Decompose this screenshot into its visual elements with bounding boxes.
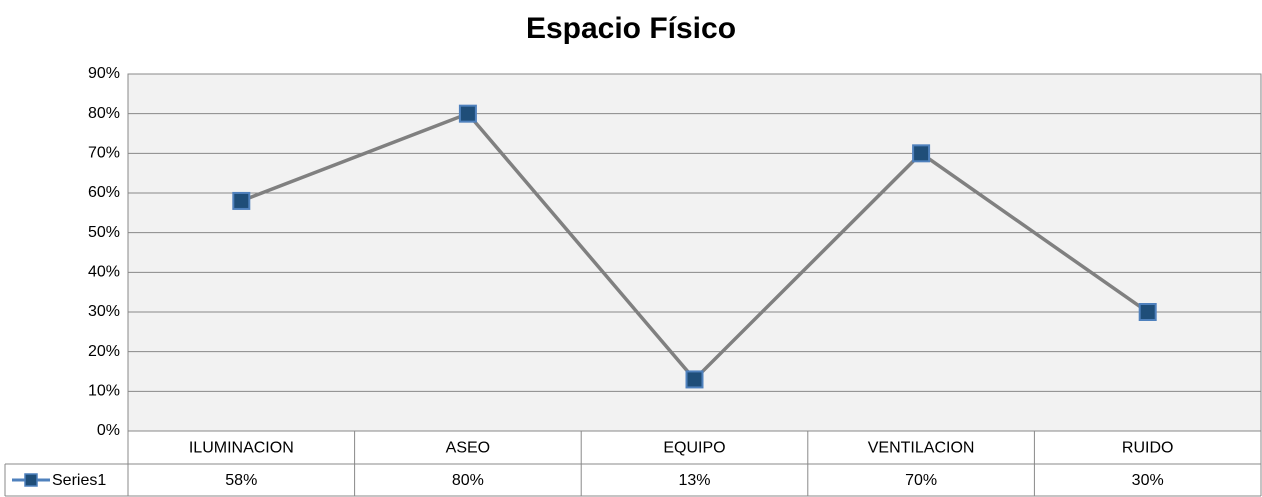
x-tick-label: ILUMINACION (189, 440, 294, 457)
y-tick-label: 0% (97, 422, 120, 439)
marker (685, 370, 704, 389)
legend-label: Series1 (52, 472, 106, 489)
y-tick-label: 70% (88, 145, 120, 162)
table-value: 30% (1132, 472, 1164, 489)
x-tick-label: VENTILACION (868, 440, 975, 457)
table-value: 58% (225, 472, 257, 489)
y-tick-label: 90% (88, 65, 120, 82)
x-tick-label: EQUIPO (663, 440, 725, 457)
table-value: 13% (678, 472, 710, 489)
chart-title: Espacio Físico (526, 12, 736, 45)
table-value: 70% (905, 472, 937, 489)
y-tick-label: 30% (88, 303, 120, 320)
x-tick-label: ASEO (446, 440, 490, 457)
legend-marker (24, 473, 38, 487)
marker (458, 104, 477, 123)
marker (232, 191, 251, 210)
y-tick-label: 20% (88, 343, 120, 360)
table-value: 80% (452, 472, 484, 489)
y-tick-label: 60% (88, 184, 120, 201)
y-tick-label: 80% (88, 105, 120, 122)
marker (1138, 303, 1157, 321)
marker (912, 144, 931, 163)
x-tick-label: RUIDO (1122, 440, 1174, 457)
y-tick-label: 40% (88, 264, 120, 281)
y-tick-label: 10% (88, 383, 120, 400)
y-tick-label: 50% (88, 224, 120, 241)
